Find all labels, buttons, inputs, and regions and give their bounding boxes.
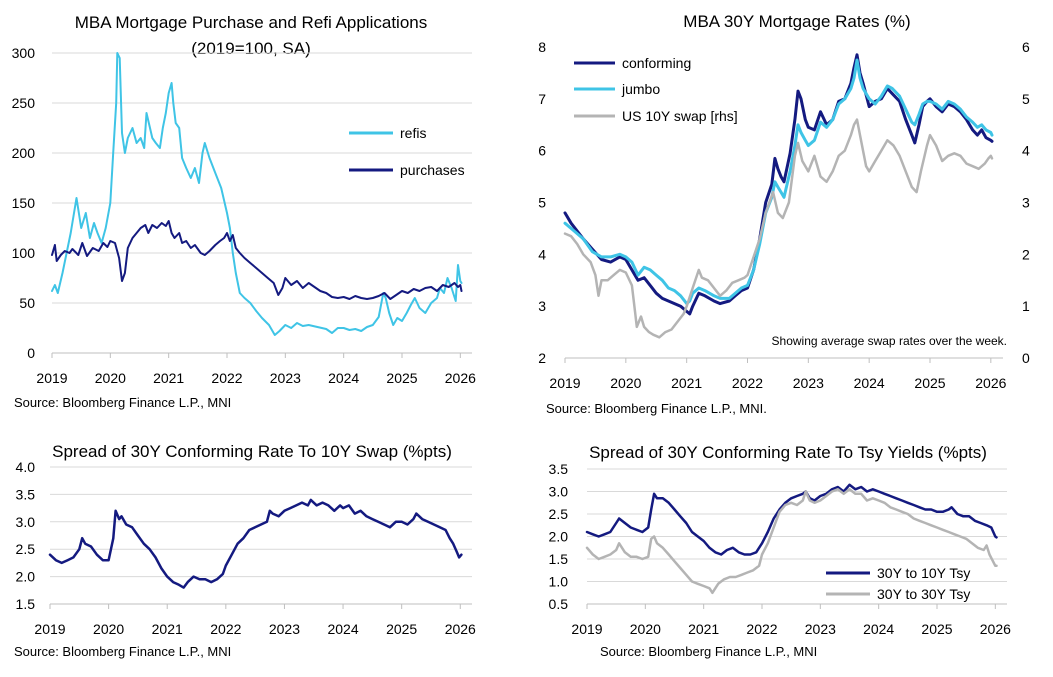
y-tick-label: 2.0 <box>16 569 36 585</box>
x-tick-label: 2019 <box>36 370 67 386</box>
x-tick-label: 2020 <box>630 621 661 637</box>
x-tick-label: 2024 <box>327 621 358 637</box>
y-tick-label: 3.5 <box>549 461 569 477</box>
x-tick-label: 2022 <box>211 370 242 386</box>
y-tick-label: 3.0 <box>549 484 569 500</box>
y-tick-label: 300 <box>12 45 36 61</box>
y-tick-label: 5 <box>538 195 546 211</box>
y-tick-label: 6 <box>538 143 546 159</box>
y-tick-label: 0 <box>27 345 35 361</box>
series-line-spread <box>48 498 463 589</box>
x-tick-label: 2026 <box>975 375 1006 391</box>
x-tick-label: 2025 <box>386 370 417 386</box>
y-tick-label: 100 <box>12 245 36 261</box>
legend-label: 30Y to 30Y Tsy <box>877 586 970 602</box>
x-tick-label: 2021 <box>671 375 702 391</box>
y2-tick-label: 4 <box>1022 143 1030 159</box>
series-line-jumbo <box>563 58 994 306</box>
source-note: Source: Bloomberg Finance L.P., MNI <box>14 395 231 410</box>
y-tick-label: 2.0 <box>549 529 569 545</box>
chart-spread-tsy: Spread of 30Y Conforming Rate To Tsy Yie… <box>549 443 1012 659</box>
x-tick-label: 2022 <box>210 621 241 637</box>
source-note: Source: Bloomberg Finance L.P., MNI <box>14 644 231 659</box>
y-tick-label: 2.5 <box>549 506 569 522</box>
x-tick-label: 2021 <box>688 621 719 637</box>
x-tick-label: 2026 <box>445 621 476 637</box>
series-line-refis <box>51 52 463 336</box>
x-tick-label: 2022 <box>746 621 777 637</box>
legend-label: conforming <box>622 55 691 71</box>
y-tick-label: 1.5 <box>16 596 36 612</box>
y-tick-label: 1.5 <box>549 551 569 567</box>
x-tick-label: 2020 <box>95 370 126 386</box>
x-tick-label: 2024 <box>854 375 885 391</box>
x-tick-label: 2019 <box>571 621 602 637</box>
legend-label: US 10Y swap [rhs] <box>622 108 738 124</box>
x-tick-label: 2023 <box>805 621 836 637</box>
y-tick-label: 150 <box>12 195 36 211</box>
y2-tick-label: 0 <box>1022 350 1030 366</box>
y-tick-label: 4 <box>538 246 546 262</box>
x-tick-label: 2025 <box>386 621 417 637</box>
source-note: Source: Bloomberg Finance L.P., MNI <box>600 644 817 659</box>
legend-label: purchases <box>400 162 465 178</box>
y-tick-label: 0.5 <box>549 596 569 612</box>
y-tick-label: 2.5 <box>16 541 36 557</box>
y2-tick-label: 1 <box>1022 298 1030 314</box>
y-tick-label: 1.0 <box>549 574 569 590</box>
y-tick-label: 7 <box>538 91 546 107</box>
chart-title: Spread of 30Y Conforming Rate To Tsy Yie… <box>589 443 987 462</box>
source-note: Source: Bloomberg Finance L.P., MNI. <box>546 401 767 416</box>
chart-title: MBA 30Y Mortgage Rates (%) <box>683 12 910 31</box>
x-tick-label: 2026 <box>980 621 1011 637</box>
x-tick-label: 2020 <box>93 621 124 637</box>
x-tick-label: 2025 <box>914 375 945 391</box>
legend-label: jumbo <box>621 81 660 97</box>
series-line-30y-to-10y-tsy <box>585 483 998 556</box>
y2-tick-label: 3 <box>1022 195 1030 211</box>
chart-spread-swap: Spread of 30Y Conforming Rate To 10Y Swa… <box>14 442 476 659</box>
x-tick-label: 2020 <box>610 375 641 391</box>
legend-label: 30Y to 10Y Tsy <box>877 565 970 581</box>
chart-title: MBA Mortgage Purchase and Refi Applicati… <box>75 13 427 32</box>
series-line-us-10y-swap-rhs- <box>563 118 994 339</box>
x-tick-label: 2026 <box>445 370 476 386</box>
y2-tick-label: 6 <box>1022 39 1030 55</box>
x-tick-label: 2023 <box>269 621 300 637</box>
series-line-30y-to-30y-tsy <box>585 488 998 595</box>
chart-title: Spread of 30Y Conforming Rate To 10Y Swa… <box>52 442 452 461</box>
y-tick-label: 2 <box>538 350 546 366</box>
y-tick-label: 3.0 <box>16 514 36 530</box>
y-tick-label: 4.0 <box>16 459 36 475</box>
series-line-purchases <box>51 220 463 300</box>
y-tick-label: 8 <box>538 39 546 55</box>
chart-rates: MBA 30Y Mortgage Rates (%) 2 3 4 5 6 7 8 0 1 2 3 4 5 6… <box>538 12 1030 416</box>
chart-annotation: Showing average swap rates over the week… <box>772 334 1007 348</box>
x-tick-label: 2023 <box>793 375 824 391</box>
y-tick-label: 50 <box>19 295 35 311</box>
y2-tick-label: 5 <box>1022 91 1030 107</box>
x-tick-label: 2024 <box>328 370 359 386</box>
y-tick-label: 250 <box>12 95 36 111</box>
chart-applications: MBA Mortgage Purchase and Refi Applicati… <box>12 13 476 410</box>
x-tick-label: 2023 <box>270 370 301 386</box>
y-tick-label: 3 <box>538 298 546 314</box>
y-tick-label: 200 <box>12 145 36 161</box>
y2-tick-label: 2 <box>1022 246 1030 262</box>
x-tick-label: 2019 <box>549 375 580 391</box>
y-tick-label: 3.5 <box>16 486 36 502</box>
x-tick-label: 2021 <box>152 621 183 637</box>
legend-label: refis <box>400 125 426 141</box>
x-tick-label: 2021 <box>153 370 184 386</box>
x-tick-label: 2025 <box>921 621 952 637</box>
x-tick-label: 2022 <box>732 375 763 391</box>
x-tick-label: 2019 <box>34 621 65 637</box>
chart-subtitle: (2019=100, SA) <box>191 39 311 58</box>
x-tick-label: 2024 <box>863 621 894 637</box>
